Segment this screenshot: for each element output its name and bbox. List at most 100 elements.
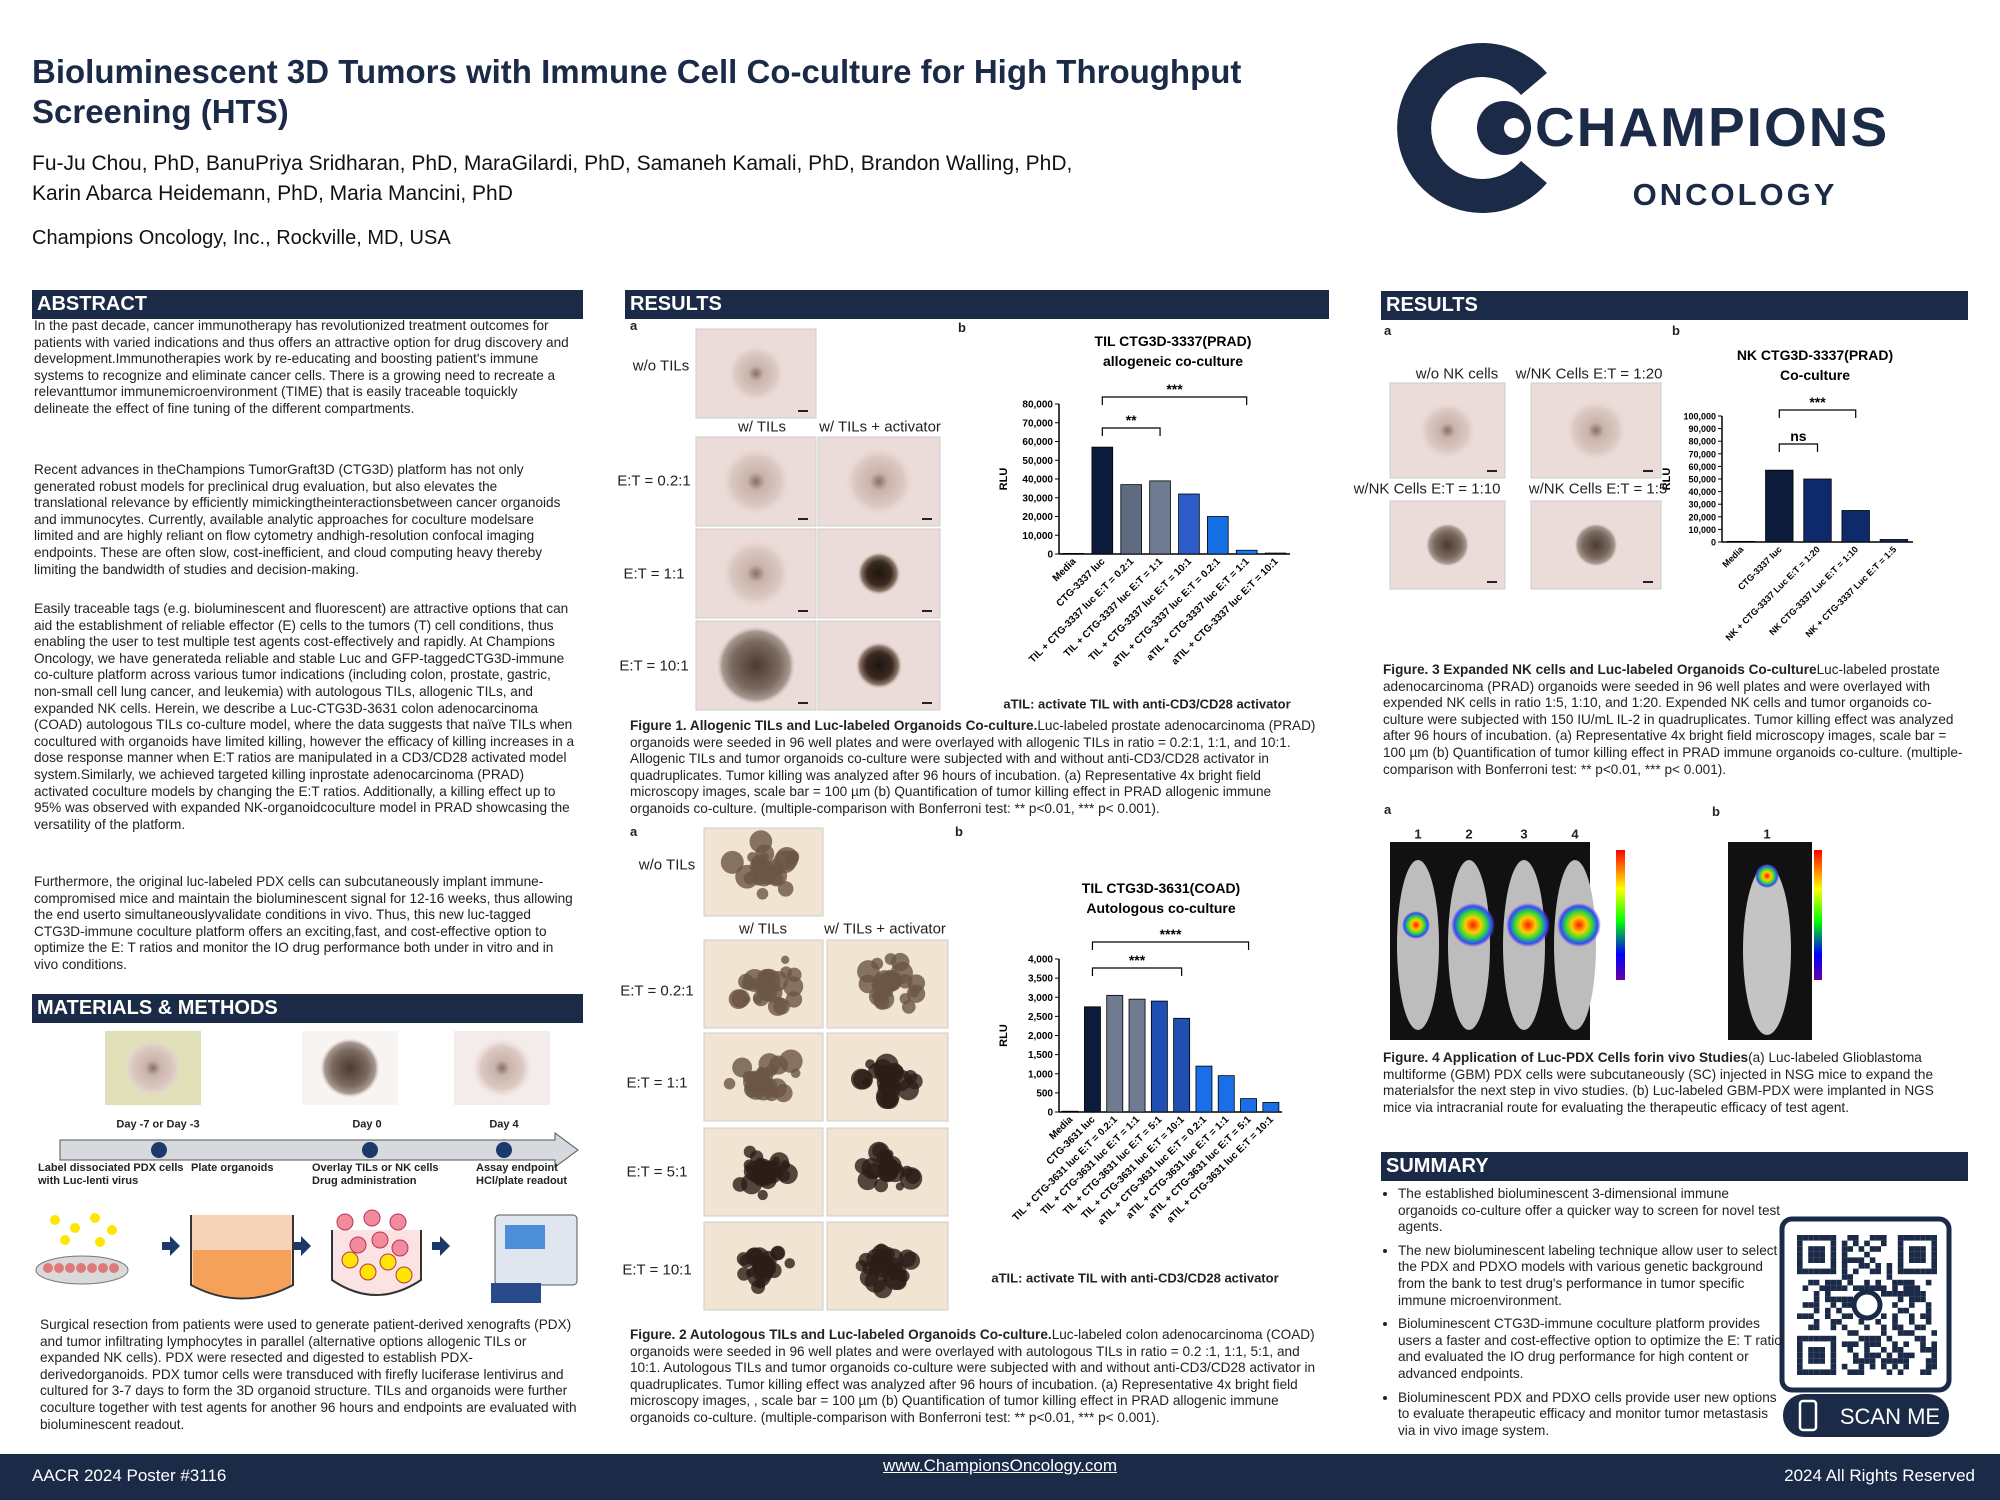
qr-module xyxy=(1914,1285,1921,1291)
y-tick-label: 3,000 xyxy=(1028,993,1053,1004)
qr-module xyxy=(1875,1341,1881,1347)
qr-module xyxy=(1909,1268,1915,1275)
qr-module xyxy=(1881,1291,1887,1297)
qr-module xyxy=(1813,1257,1820,1263)
y-axis-label: RLU xyxy=(998,468,1010,491)
qr-module xyxy=(1819,1268,1825,1275)
cell-clump xyxy=(774,1083,793,1103)
affiliation: Champions Oncology, Inc., Rockville, MD,… xyxy=(32,227,451,249)
qr-module xyxy=(1864,1240,1870,1247)
qr-module xyxy=(1830,1240,1837,1247)
qr-module xyxy=(1897,1358,1904,1364)
qr-module xyxy=(1808,1251,1814,1258)
qr-module xyxy=(1909,1235,1915,1241)
well-media xyxy=(193,1250,291,1298)
qr-module xyxy=(1909,1319,1915,1325)
cell-clump xyxy=(889,1262,907,1280)
bar xyxy=(1091,446,1114,555)
qr-module xyxy=(1909,1330,1915,1336)
scale-bar xyxy=(1487,470,1497,472)
cell-clump xyxy=(882,987,894,998)
qr-module xyxy=(1886,1263,1893,1269)
qr-module xyxy=(1875,1235,1881,1241)
qr-module xyxy=(1881,1235,1887,1241)
phone-icon xyxy=(1798,1399,1818,1432)
y-tick-label: 1,500 xyxy=(1028,1050,1053,1061)
qr-module xyxy=(1808,1246,1814,1252)
image-label: E:T = 1:1 xyxy=(626,1074,688,1092)
significance-bracket xyxy=(1091,967,1183,976)
qr-module xyxy=(1869,1352,1876,1359)
qr-module xyxy=(1869,1257,1876,1263)
cell xyxy=(336,1213,354,1231)
qr-module xyxy=(1813,1319,1820,1325)
cell xyxy=(395,1266,413,1284)
qr-module xyxy=(1853,1285,1859,1291)
qr-module xyxy=(1869,1363,1876,1370)
qr-module xyxy=(1853,1240,1859,1247)
summary-bullet: Bioluminescent PDX and PDXO cells provid… xyxy=(1398,1390,1783,1440)
image-label: E:T = 0.2:1 xyxy=(617,472,691,490)
qr-module xyxy=(1847,1274,1853,1280)
qr-module xyxy=(1808,1358,1814,1364)
virus xyxy=(50,1215,60,1225)
qr-module xyxy=(1897,1235,1904,1241)
image-label: w/ TILs + activator xyxy=(824,920,946,938)
qr-module xyxy=(1931,1341,1937,1347)
qr-module xyxy=(1808,1335,1814,1342)
qr-module xyxy=(1886,1268,1893,1275)
qr-module xyxy=(1813,1296,1820,1303)
qr-module xyxy=(1909,1257,1915,1263)
cell xyxy=(379,1253,397,1271)
y-tick-label: 2,000 xyxy=(1028,1031,1053,1042)
qr-module xyxy=(1892,1291,1898,1297)
cell-clump xyxy=(737,1267,751,1281)
qr-module xyxy=(1813,1347,1820,1353)
mouse-number: 3 xyxy=(1520,826,1528,842)
qr-module xyxy=(1925,1279,1932,1286)
scale-bar xyxy=(798,410,808,412)
qr-module xyxy=(1841,1324,1848,1331)
qr-module xyxy=(1925,1369,1932,1375)
y-axis-label: RLU xyxy=(1661,468,1673,491)
bar xyxy=(1217,1075,1235,1113)
qr-module xyxy=(1825,1296,1831,1303)
qr-module xyxy=(1819,1246,1825,1252)
qr-module xyxy=(1847,1296,1853,1303)
qr-module xyxy=(1903,1352,1909,1359)
scale-bar xyxy=(922,518,932,520)
organoid xyxy=(726,343,786,404)
section-header: SUMMARY xyxy=(1381,1152,1968,1181)
qr-module xyxy=(1797,1251,1803,1258)
qr-module xyxy=(1841,1240,1848,1247)
section-header: ABSTRACT xyxy=(32,290,583,319)
y-tick-label: 100,000 xyxy=(1683,412,1716,422)
timeline-dot xyxy=(496,1142,512,1158)
qr-module xyxy=(1914,1246,1921,1252)
qr-module xyxy=(1897,1268,1904,1275)
qr-module xyxy=(1914,1251,1921,1258)
qr-module xyxy=(1920,1246,1926,1252)
qr-module xyxy=(1869,1235,1876,1241)
y-tick-label: 0 xyxy=(1047,550,1053,561)
chart-subtitle: allogeneic co-culture xyxy=(1103,353,1243,369)
qr-module xyxy=(1914,1324,1921,1331)
mouse-number: 2 xyxy=(1465,826,1473,842)
qr-module xyxy=(1847,1341,1853,1347)
summary-bullet: The established bioluminescent 3-dimensi… xyxy=(1398,1186,1783,1236)
organoid xyxy=(472,1038,532,1098)
y-tick-label: 4,000 xyxy=(1028,955,1053,966)
cell-clump xyxy=(756,887,769,900)
cell-clump xyxy=(884,953,897,965)
cell-clump xyxy=(790,1068,801,1079)
qr-module xyxy=(1909,1279,1915,1286)
qr-module xyxy=(1808,1369,1814,1375)
qr-module xyxy=(1819,1369,1825,1375)
qr-module xyxy=(1830,1352,1837,1359)
qr-module xyxy=(1847,1235,1853,1241)
qr-module xyxy=(1925,1235,1932,1241)
significance-bracket xyxy=(1101,427,1161,436)
y-axis-label: RLU xyxy=(998,1024,1010,1047)
qr-module xyxy=(1858,1285,1865,1291)
qr-module xyxy=(1841,1363,1848,1370)
